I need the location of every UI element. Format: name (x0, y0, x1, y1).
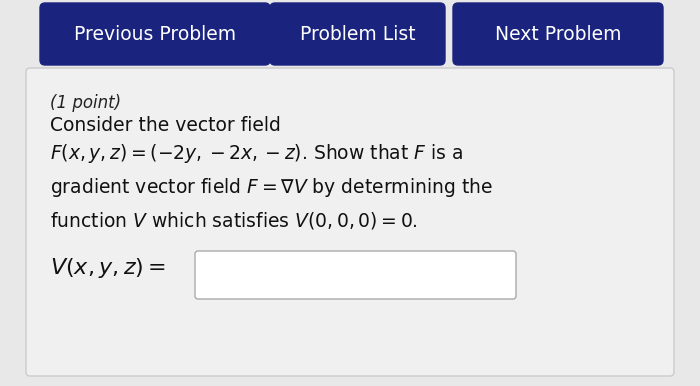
FancyBboxPatch shape (453, 3, 663, 65)
Text: Previous Problem: Previous Problem (74, 24, 236, 44)
Text: $V(x, y, z) =$: $V(x, y, z) =$ (50, 256, 166, 280)
Text: function $V$ which satisfies $V(0, 0, 0) = 0$.: function $V$ which satisfies $V(0, 0, 0)… (50, 210, 418, 231)
Text: (1 point): (1 point) (50, 94, 121, 112)
FancyBboxPatch shape (195, 251, 516, 299)
Text: Consider the vector field: Consider the vector field (50, 116, 281, 135)
Text: $F(x, y, z) = (-2y, -2x, -z)$. Show that $F$ is a: $F(x, y, z) = (-2y, -2x, -z)$. Show that… (50, 142, 463, 165)
FancyBboxPatch shape (270, 3, 445, 65)
Text: Next Problem: Next Problem (495, 24, 622, 44)
Text: gradient vector field $F = \nabla V$ by determining the: gradient vector field $F = \nabla V$ by … (50, 176, 493, 199)
Text: Problem List: Problem List (300, 24, 415, 44)
FancyBboxPatch shape (40, 3, 270, 65)
FancyBboxPatch shape (26, 68, 674, 376)
